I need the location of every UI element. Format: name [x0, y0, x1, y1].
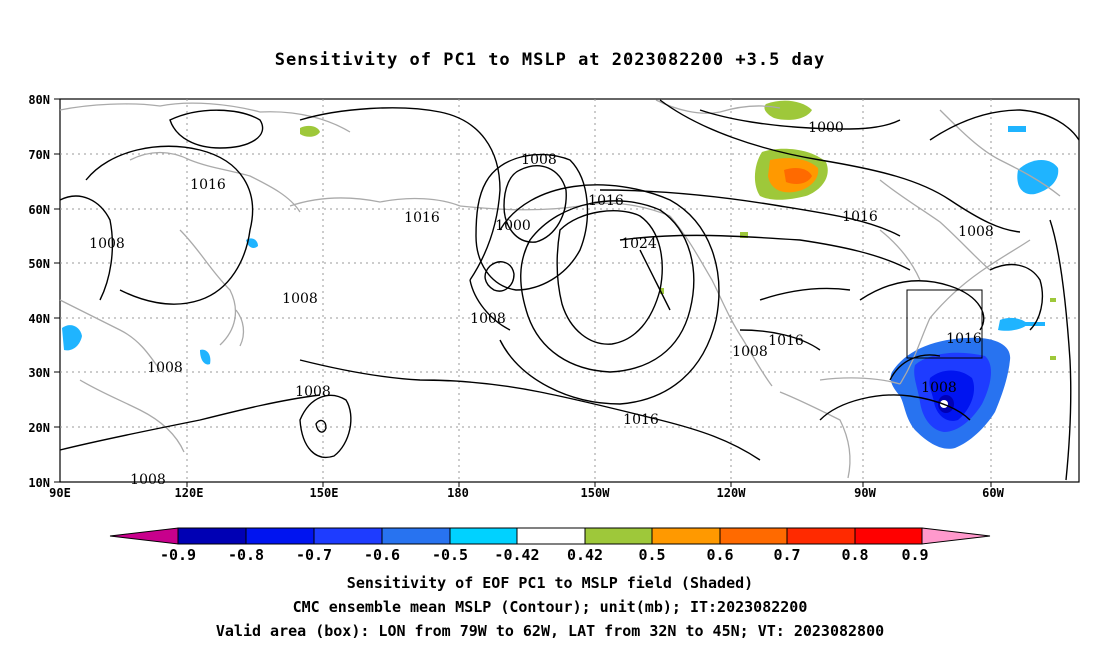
- colorbar-swatch: [516, 527, 586, 545]
- grid-lines: [60, 99, 1079, 482]
- lat-label: 40N: [28, 312, 50, 326]
- colorbar-label: -0.42: [494, 546, 539, 564]
- colorbar-label: 0.9: [901, 546, 928, 564]
- contour-label: 1016: [946, 331, 982, 347]
- colorbar-label: -0.8: [228, 546, 264, 564]
- colorbar-swatch: [313, 527, 383, 545]
- colorbar-swatch: [719, 527, 788, 545]
- contour-label: 1008: [89, 236, 125, 252]
- lon-label: 120E: [175, 486, 204, 500]
- colorbar-swatch: [651, 527, 721, 545]
- contour-label: 1016: [190, 177, 226, 193]
- footer-line-3: Valid area (box): LON from 79W to 62W, L…: [215, 622, 885, 640]
- lat-label: 50N: [28, 257, 50, 271]
- contour-label-group: 1016 1008 1008 1008 1008 1008 1008 1000 …: [89, 120, 994, 488]
- colorbar-label: 0.7: [773, 546, 800, 564]
- colorbar-swatch: [854, 527, 923, 545]
- contour-label: 1008: [147, 360, 183, 376]
- contour-label: 1016: [623, 412, 659, 428]
- colorbar-swatches: [109, 527, 991, 545]
- contour-label: 1008: [921, 380, 957, 396]
- contour-label: 1016: [842, 209, 878, 225]
- lat-label: 20N: [28, 421, 50, 435]
- colorbar-swatch: [177, 527, 247, 545]
- contour-label: 1008: [282, 291, 318, 307]
- colorbar-swatch: [381, 527, 451, 545]
- contour-label: 1016: [404, 210, 440, 226]
- contour-label: 1016: [588, 193, 624, 209]
- lat-ticks: [54, 98, 60, 483]
- lon-label: 90W: [854, 486, 876, 500]
- contour-label: 1008: [521, 152, 557, 168]
- colorbar-label: 0.6: [706, 546, 733, 564]
- lat-label: 10N: [28, 476, 50, 490]
- coastlines: [59, 99, 1061, 479]
- colorbar-arrow-left: [109, 527, 179, 545]
- lat-label: 30N: [28, 366, 50, 380]
- colorbar-swatch: [786, 527, 856, 545]
- lat-label: 80N: [28, 93, 50, 107]
- lon-label: 180: [447, 486, 469, 500]
- contour-label: 1024: [621, 236, 657, 252]
- colorbar-label: -0.7: [296, 546, 332, 564]
- lon-label: 120W: [717, 486, 747, 500]
- colorbar-label: -0.9: [160, 546, 196, 564]
- colorbar-label: 0.5: [638, 546, 665, 564]
- lat-label: 70N: [28, 148, 50, 162]
- contour-label: 1008: [470, 311, 506, 327]
- colorbar-swatch: [449, 527, 518, 545]
- contour-label: 1008: [732, 344, 768, 360]
- colorbar-arrow-right: [921, 527, 991, 545]
- lon-labels: 90E 120E 150E 180 150W 120W 90W 60W: [49, 486, 1004, 500]
- contour-label: 1016: [768, 333, 804, 349]
- valid-area-box: [906, 289, 983, 359]
- lat-label: 60N: [28, 203, 50, 217]
- shaded-sensitivity: [62, 100, 1059, 449]
- contour-label: 1008: [130, 472, 166, 488]
- contour-label: 1000: [808, 120, 844, 136]
- colorbar-label: 0.8: [841, 546, 868, 564]
- lon-label: 60W: [982, 486, 1004, 500]
- contour-label: 1008: [295, 384, 331, 400]
- colorbar-label: 0.42: [567, 546, 603, 564]
- lon-label: 150E: [310, 486, 339, 500]
- footer-line-1: Sensitivity of EOF PC1 to MSLP field (Sh…: [346, 574, 754, 592]
- figure-title: Sensitivity of PC1 to MSLP at 2023082200…: [274, 50, 826, 70]
- lat-labels: 80N 70N 60N 50N 40N 30N 20N 10N: [28, 93, 50, 490]
- colorbar-labels: -0.9 -0.8 -0.7 -0.6 -0.5 -0.42 0.42 0.5 …: [160, 546, 929, 564]
- lon-label: 90E: [49, 486, 71, 500]
- lon-label: 150W: [581, 486, 611, 500]
- colorbar-label: -0.6: [364, 546, 400, 564]
- colorbar-swatch: [245, 527, 315, 545]
- lon-ticks: [186, 482, 992, 487]
- colorbar-swatch: [584, 527, 653, 545]
- footer-line-2: CMC ensemble mean MSLP (Contour); unit(m…: [292, 598, 808, 616]
- mslp-contours: [59, 99, 1080, 481]
- colorbar-label: -0.5: [432, 546, 468, 564]
- contour-label: 1000: [495, 218, 531, 234]
- contour-label: 1008: [958, 224, 994, 240]
